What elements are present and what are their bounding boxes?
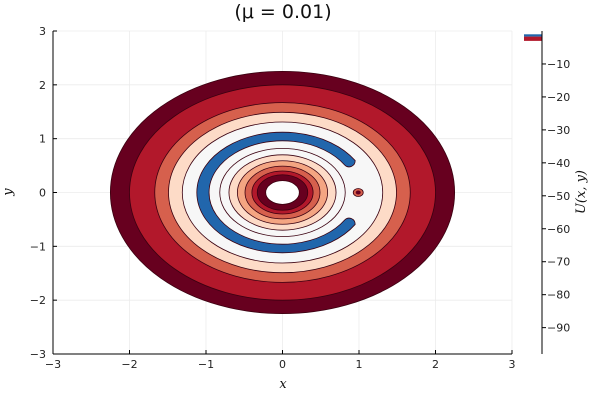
- y-tick-label: 1: [39, 133, 46, 146]
- colorbar-tick-label: −70: [547, 256, 570, 269]
- y-axis-label: y: [1, 188, 16, 197]
- x-axis-label: x: [279, 377, 287, 392]
- colorbar-tick-label: −90: [547, 322, 570, 335]
- chart-title: (μ = 0.01): [234, 1, 331, 23]
- x-axis-ticks: −3 −2 −1 0 1 2 3: [45, 350, 516, 371]
- contour-layers: [109, 70, 456, 315]
- colorbar-tick-label: −30: [547, 124, 570, 137]
- colorbar-tick-label: −60: [547, 223, 570, 236]
- y-tick-label: −2: [30, 294, 46, 307]
- x-tick-label: 0: [279, 358, 286, 371]
- colorbar-label: U(x, y): [574, 170, 589, 214]
- y-tick-label: 0: [39, 187, 46, 200]
- x-tick-label: 2: [432, 358, 439, 371]
- y-tick-label: 2: [39, 79, 46, 92]
- x-tick-label: −1: [198, 358, 214, 371]
- y-tick-label: −3: [30, 348, 46, 361]
- contour-blue-band: [196, 131, 356, 254]
- colorbar: −10 −20 −30 −40 −50 −60 −70 −80 −90: [524, 31, 570, 354]
- y-tick-label: −1: [30, 240, 46, 253]
- colorbar-swatch-red: [524, 36, 542, 41]
- x-tick-label: −3: [45, 358, 61, 371]
- y-axis-ticks: −3 −2 −1 0 1 2 3: [30, 25, 57, 361]
- colorbar-tick-label: −50: [547, 190, 570, 203]
- colorbar-tick-label: −20: [547, 91, 570, 104]
- contour-inner-band-6: [265, 180, 300, 205]
- x-tick-label: 1: [356, 358, 363, 371]
- colorbar-tick-label: −10: [547, 58, 570, 71]
- x-tick-label: 3: [509, 358, 516, 371]
- colorbar-tick-label: −40: [547, 157, 570, 170]
- secondary-mass-core: [355, 190, 361, 195]
- y-tick-label: 3: [39, 25, 46, 38]
- colorbar-tick-label: −80: [547, 289, 570, 302]
- x-tick-label: −2: [121, 358, 137, 371]
- colorbar-swatch-blue: [524, 34, 542, 37]
